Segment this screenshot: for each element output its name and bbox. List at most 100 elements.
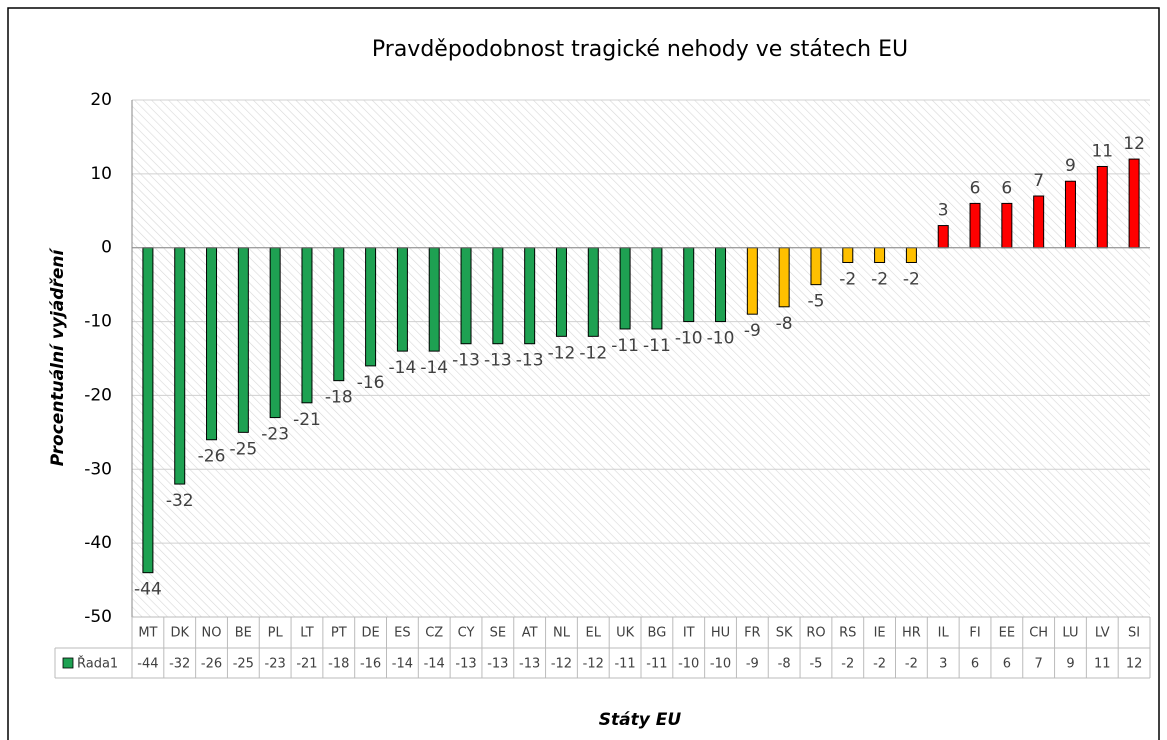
x-axis-label: Státy EU: [599, 710, 682, 730]
x-tick-label: SK: [776, 626, 793, 641]
x-tick-label: LU: [1062, 626, 1078, 641]
x-tick-label: LV: [1095, 626, 1110, 641]
data-label: -13: [452, 351, 480, 371]
table-value: 3: [939, 657, 947, 672]
table-value: -5: [809, 657, 822, 672]
chart-title: Pravděpodobnost tragické nehody ve státe…: [372, 37, 908, 62]
bar: [969, 202, 981, 249]
data-label: -14: [420, 358, 448, 378]
x-tick-label: HU: [711, 626, 730, 641]
x-tick-label: BG: [648, 626, 667, 641]
bar: [778, 247, 790, 308]
data-label: -8: [776, 314, 793, 334]
data-label: -2: [871, 269, 888, 289]
data-label: -12: [579, 343, 607, 363]
bar: [396, 247, 408, 352]
y-tick-label: 0: [101, 238, 112, 258]
data-label: -11: [611, 336, 639, 356]
x-tick-label: SI: [1128, 626, 1140, 641]
y-tick-label: 10: [90, 164, 112, 184]
bar: [301, 247, 313, 404]
x-tick-label: IL: [938, 626, 950, 641]
table-value: -11: [646, 657, 667, 672]
table-value: -13: [519, 657, 540, 672]
data-label: -44: [134, 580, 162, 600]
bar: [1033, 195, 1045, 249]
table-value: 6: [971, 657, 979, 672]
x-tick-label: DK: [170, 626, 189, 641]
data-label: -21: [293, 410, 321, 430]
bar: [810, 247, 822, 286]
x-tick-label: LT: [300, 626, 313, 641]
plot-area: [132, 100, 1150, 617]
bar: [1001, 202, 1013, 249]
table-value: 6: [1003, 657, 1011, 672]
table-value: -2: [841, 657, 854, 672]
table-value: -12: [551, 657, 572, 672]
bar: [365, 247, 377, 367]
y-tick-label: -50: [84, 607, 112, 627]
bar: [619, 247, 631, 330]
bar: [524, 247, 536, 345]
table-value: -12: [583, 657, 604, 672]
table-value: -21: [296, 657, 317, 672]
legend-key: [62, 657, 74, 669]
data-label: -23: [261, 425, 289, 445]
data-label: -13: [484, 351, 512, 371]
bar: [905, 247, 917, 263]
data-label: -2: [839, 269, 856, 289]
table-value: -2: [905, 657, 918, 672]
table-value: -44: [137, 657, 158, 672]
bar: [683, 247, 695, 323]
bar: [237, 247, 249, 433]
x-tick-label: RO: [806, 626, 825, 641]
y-tick-label: -30: [84, 459, 112, 479]
data-label: -12: [548, 343, 576, 363]
data-label: 7: [1033, 171, 1044, 191]
x-tick-label: CH: [1029, 626, 1048, 641]
table-value: -10: [710, 657, 731, 672]
data-label: -2: [903, 269, 920, 289]
y-tick-label: 20: [90, 90, 112, 110]
table-value: -9: [746, 657, 759, 672]
x-tick-label: EL: [586, 626, 602, 641]
table-value: 11: [1094, 657, 1111, 672]
x-tick-label: DE: [361, 626, 379, 641]
y-tick-label: -10: [84, 312, 112, 332]
table-value: -32: [169, 657, 190, 672]
bar: [206, 247, 218, 441]
data-label: -10: [675, 329, 703, 349]
table-value: -14: [392, 657, 413, 672]
table-value: -25: [233, 657, 254, 672]
data-label: -18: [325, 388, 353, 408]
bar: [842, 247, 854, 263]
table-value: -2: [873, 657, 886, 672]
data-label: -10: [707, 329, 735, 349]
bar: [874, 247, 886, 263]
bar: [1128, 158, 1140, 249]
bar: [460, 247, 472, 345]
data-label: 11: [1091, 141, 1113, 161]
bar: [333, 247, 345, 382]
table-value: -8: [778, 657, 791, 672]
table-value: 7: [1035, 657, 1043, 672]
table-value: -23: [265, 657, 286, 672]
table-value: -18: [328, 657, 349, 672]
table-value: -16: [360, 657, 381, 672]
x-tick-label: FI: [969, 626, 980, 641]
table-value: -11: [614, 657, 635, 672]
data-label: -5: [807, 292, 824, 312]
data-label: -16: [357, 373, 385, 393]
bar: [1096, 165, 1108, 249]
table-value: -14: [424, 657, 445, 672]
x-tick-label: IT: [683, 626, 695, 641]
data-label: -13: [516, 351, 544, 371]
bar: [174, 247, 186, 485]
x-tick-label: HR: [902, 626, 921, 641]
table-value: 12: [1126, 657, 1143, 672]
data-label: -25: [229, 439, 257, 459]
data-label: -26: [198, 447, 226, 467]
data-label: 6: [970, 178, 981, 198]
x-tick-label: CZ: [425, 626, 443, 641]
